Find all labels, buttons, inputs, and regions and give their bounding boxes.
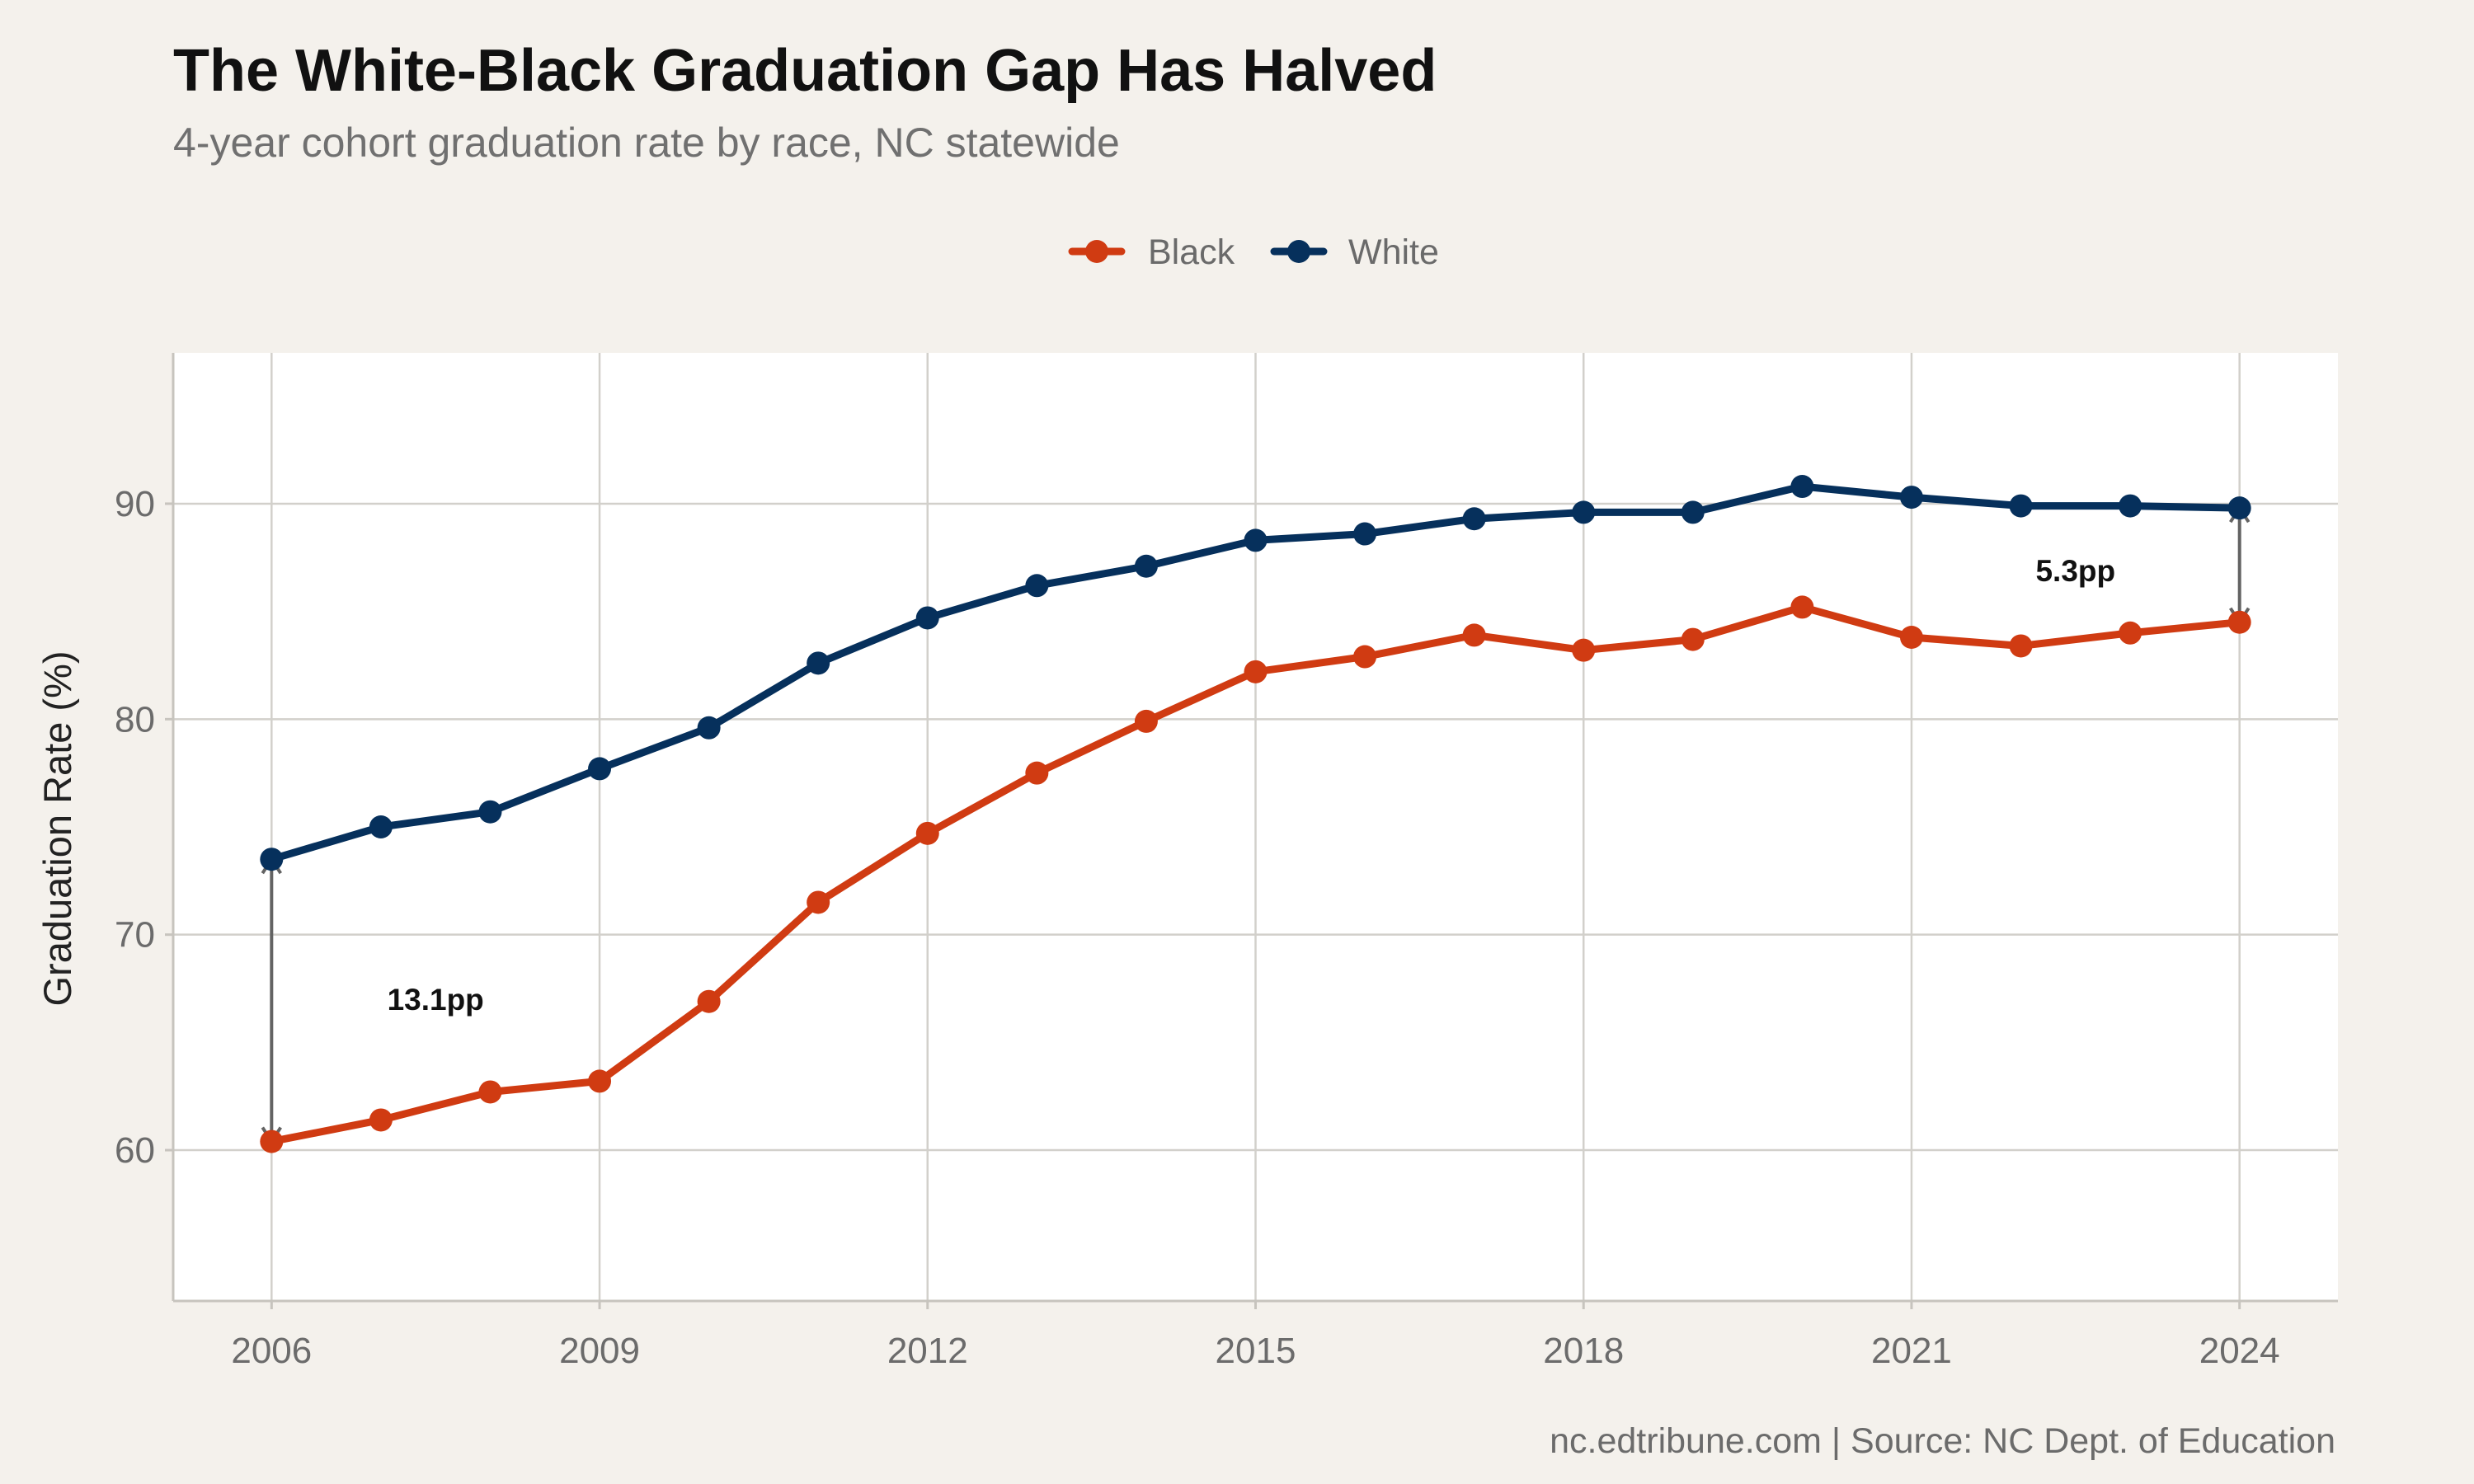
data-point-white bbox=[2119, 494, 2142, 518]
data-point-white bbox=[1462, 507, 1486, 531]
data-point-black bbox=[1790, 595, 1814, 619]
gap-annotation-label: 13.1pp bbox=[388, 983, 484, 1017]
data-point-black bbox=[369, 1108, 393, 1132]
x-tick-label: 2012 bbox=[887, 1331, 968, 1371]
data-point-white bbox=[1244, 528, 1268, 552]
x-tick-label: 2009 bbox=[559, 1331, 640, 1371]
data-point-black bbox=[697, 989, 721, 1013]
data-point-black bbox=[807, 890, 830, 914]
chart-subtitle: 4-year cohort graduation rate by race, N… bbox=[173, 120, 1120, 166]
gap-annotation: 13.1pp bbox=[261, 856, 484, 1145]
chart-caption: nc.edtribune.com | Source: NC Dept. of E… bbox=[1550, 1421, 2335, 1461]
x-tick-label: 2006 bbox=[231, 1331, 312, 1371]
data-point-white bbox=[697, 716, 721, 740]
data-point-white bbox=[1572, 500, 1596, 524]
data-point-white bbox=[478, 800, 502, 824]
data-point-white bbox=[2227, 496, 2251, 520]
y-tick-label: 70 bbox=[115, 915, 155, 956]
data-point-black bbox=[1134, 709, 1158, 733]
data-point-white bbox=[588, 757, 612, 781]
data-point-white bbox=[1134, 554, 1158, 578]
legend-point-swatch bbox=[1287, 240, 1310, 263]
y-tick-label: 80 bbox=[115, 699, 155, 740]
x-tick-label: 2024 bbox=[2199, 1331, 2280, 1371]
data-point-black bbox=[1899, 626, 1923, 649]
data-point-white bbox=[1899, 486, 1923, 510]
data-point-white bbox=[1790, 475, 1814, 499]
data-point-white bbox=[1353, 522, 1377, 546]
gap-annotation-label: 5.3pp bbox=[2035, 554, 2115, 588]
legend-label: Black bbox=[1148, 232, 1235, 272]
x-axis-ticks: 2006 2009 2012 2015 2018 2021 2024 bbox=[231, 1301, 2280, 1371]
data-point-black bbox=[915, 821, 939, 845]
x-tick-label: 2018 bbox=[1543, 1331, 1624, 1371]
legend-label: White bbox=[1348, 232, 1439, 272]
data-point-black bbox=[1353, 645, 1377, 669]
data-point-black bbox=[2119, 621, 2142, 645]
data-point-black bbox=[1572, 638, 1596, 662]
y-axis-title: Graduation Rate (%) bbox=[35, 650, 79, 1006]
legend: Black White bbox=[1068, 232, 1439, 272]
data-point-black bbox=[1681, 627, 1705, 651]
legend-item-white: White bbox=[1270, 232, 1439, 272]
legend-item-black: Black bbox=[1068, 232, 1235, 272]
data-point-white bbox=[2009, 494, 2033, 518]
data-point-black bbox=[588, 1069, 612, 1093]
legend-point-swatch bbox=[1085, 240, 1108, 263]
data-point-white bbox=[260, 848, 284, 871]
data-point-white bbox=[1681, 500, 1705, 524]
series-points bbox=[260, 475, 2251, 1153]
chart-title: The White-Black Graduation Gap Has Halve… bbox=[173, 38, 1437, 104]
data-point-white bbox=[915, 606, 939, 630]
data-point-white bbox=[1025, 574, 1049, 598]
y-axis-ticks: 60 70 80 90 bbox=[115, 484, 173, 1171]
data-point-black bbox=[1244, 660, 1268, 683]
x-tick-label: 2015 bbox=[1216, 1331, 1296, 1371]
y-tick-label: 60 bbox=[115, 1130, 155, 1171]
data-point-black bbox=[1462, 623, 1486, 647]
data-point-black bbox=[1025, 761, 1049, 785]
data-point-black bbox=[260, 1129, 284, 1153]
x-tick-label: 2021 bbox=[1871, 1331, 1952, 1371]
data-point-white bbox=[807, 651, 830, 675]
data-point-black bbox=[2009, 634, 2033, 658]
y-tick-label: 90 bbox=[115, 484, 155, 524]
data-point-black bbox=[2227, 610, 2251, 634]
data-point-white bbox=[369, 815, 393, 838]
data-point-black bbox=[478, 1080, 502, 1104]
